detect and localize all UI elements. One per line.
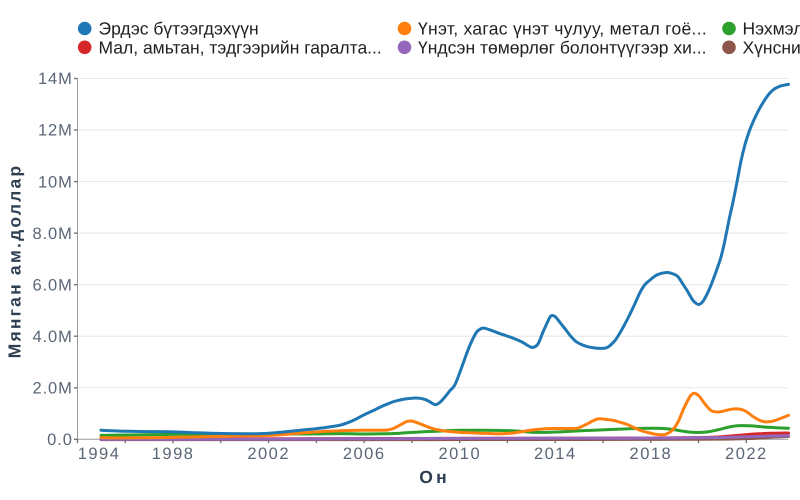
svg-text:2006: 2006	[343, 445, 386, 463]
svg-text:Он: Он	[419, 467, 450, 487]
svg-text:2022: 2022	[725, 445, 768, 463]
svg-text:Мянган ам.доллар: Мянган ам.доллар	[5, 164, 25, 359]
svg-text:2018: 2018	[630, 445, 673, 463]
svg-text:2002: 2002	[247, 445, 290, 463]
svg-text:Нэхмэл...: Нэхмэл...	[743, 19, 800, 39]
svg-text:Үнэт, хагас үнэт чулуу, метал: Үнэт, хагас үнэт чулуу, метал гоё...	[418, 19, 707, 39]
svg-text:Үндсэн төмөрлөг болонтүүгээр х: Үндсэн төмөрлөг болонтүүгээр хи...	[418, 37, 707, 57]
svg-text:Мал, амьтан, тэдгээрийн гаралт: Мал, амьтан, тэдгээрийн гаралта...	[99, 37, 382, 57]
svg-text:0.0: 0.0	[47, 431, 73, 449]
svg-text:8.0M: 8.0M	[33, 225, 73, 243]
svg-text:14M: 14M	[38, 70, 73, 88]
svg-text:1998: 1998	[152, 445, 195, 463]
svg-text:10M: 10M	[38, 173, 73, 191]
svg-text:4.0M: 4.0M	[33, 328, 73, 346]
svg-text:12M: 12M	[38, 122, 73, 140]
svg-text:2014: 2014	[534, 445, 577, 463]
svg-text:Хүнсний...: Хүнсний...	[743, 37, 800, 57]
svg-text:Эрдэс бүтээгдэхүүн: Эрдэс бүтээгдэхүүн	[99, 19, 259, 39]
svg-text:1994: 1994	[78, 445, 121, 463]
svg-text:6.0M: 6.0M	[33, 276, 73, 294]
svg-text:2.0M: 2.0M	[33, 380, 73, 398]
svg-text:2010: 2010	[438, 445, 481, 463]
